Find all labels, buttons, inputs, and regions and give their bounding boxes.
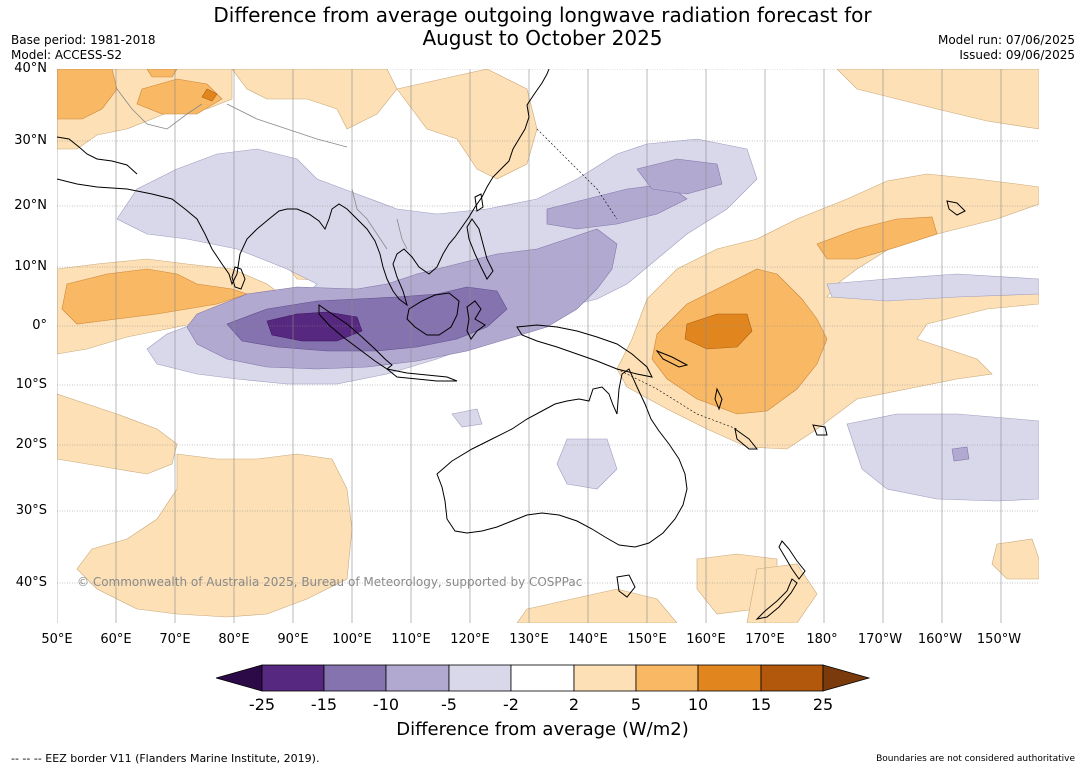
eez-borders (536, 128, 738, 430)
coast-new-zealand-south (755, 578, 798, 620)
colorbar-swatch (510, 664, 575, 692)
title-line-1: Difference from average outgoing longwav… (213, 3, 872, 27)
colorbar (214, 664, 871, 698)
lon-label: 50°E (41, 632, 73, 647)
copyright-notice: © Commonwealth of Australia 2025, Bureau… (77, 575, 583, 589)
colorbar-swatch (760, 664, 824, 692)
colorbar-swatch (448, 664, 512, 692)
country-borders (116, 88, 408, 250)
colorbar-tick: 15 (750, 695, 772, 714)
colorbar-extend-low (214, 664, 263, 692)
coast-new-guinea (516, 324, 653, 378)
coast-java (386, 368, 458, 382)
colorbar-tick: -2 (503, 695, 519, 714)
map-panel (57, 69, 1039, 623)
boundaries-disclaimer: Boundaries are not considered authoritat… (876, 754, 1075, 764)
colorbar-tick: -15 (310, 695, 338, 714)
colorbar-tick: -25 (248, 695, 276, 714)
colorbar-swatch (323, 664, 387, 692)
coast-vanuatu (714, 387, 723, 411)
eez-note: -- -- -- EEZ border V11 (Flanders Marine… (11, 752, 320, 765)
colorbar-swatch (261, 664, 325, 692)
lon-label: 90°E (277, 632, 309, 647)
coastlines (57, 69, 966, 620)
lon-label: 170°E (745, 632, 785, 647)
coast-new-zealand-north (778, 540, 806, 580)
lat-label: 0° (32, 318, 47, 333)
colorbar-tick: 10 (687, 695, 709, 714)
lat-label: 20°S (15, 437, 47, 452)
lat-label: 40°S (15, 575, 47, 590)
lat-label: 10°S (15, 377, 47, 392)
colorbar-extend-high (822, 664, 871, 692)
lon-label: 150°W (976, 632, 1022, 647)
colorbar-swatch (573, 664, 637, 692)
base-period: Base period: 1981-2018 (11, 33, 156, 47)
coast-sri-lanka (231, 266, 246, 290)
coast-sulawesi (466, 300, 486, 340)
lon-label: 130°E (509, 632, 549, 647)
lat-label: 10°N (14, 259, 47, 274)
coast-new-caledonia (734, 427, 759, 450)
lon-label: 80°E (218, 632, 250, 647)
coast-australia (436, 368, 688, 548)
anomaly-10-15-positive (201, 88, 753, 350)
lon-label: 160°E (686, 632, 726, 647)
lon-label: 140°E (568, 632, 608, 647)
coast-sumatra (318, 304, 393, 370)
lon-label: 110°E (391, 632, 431, 647)
colorbar-swatch (635, 664, 699, 692)
lon-label: 100°E (332, 632, 372, 647)
colorbar-tick: -5 (441, 695, 457, 714)
colorbar-tick: 5 (630, 695, 642, 714)
model-run: Model run: 07/06/2025 (937, 33, 1075, 47)
colorbar-tick: 2 (568, 695, 580, 714)
model-name: Model: ACCESS-S2 (11, 48, 123, 62)
lat-label: 30°S (15, 503, 47, 518)
lat-label: 30°N (14, 133, 47, 148)
lon-label: 180° (806, 632, 838, 647)
issued-date: Issued: 09/06/2025 (959, 48, 1075, 62)
lon-label: 170°W (857, 632, 903, 647)
colorbar-tick: -10 (372, 695, 400, 714)
colorbar-tick: 25 (812, 695, 834, 714)
coast-philippines (466, 218, 494, 280)
coast-taiwan (474, 193, 484, 212)
lon-label: 150°E (627, 632, 667, 647)
coast-asia-west (57, 136, 138, 175)
colorbar-swatch (385, 664, 450, 692)
graticule-vertical (57, 69, 1002, 623)
coast-solomon (655, 349, 689, 368)
colorbar-svg (214, 664, 871, 692)
coast-tasmania (616, 574, 636, 598)
lon-label: 70°E (159, 632, 191, 647)
lon-label: 120°E (450, 632, 490, 647)
coast-asia (57, 69, 550, 307)
coast-borneo (406, 292, 460, 336)
lat-label: 20°N (14, 198, 47, 213)
coast-hawaii (946, 200, 966, 216)
coast-fiji (812, 424, 828, 436)
lon-label: 60°E (100, 632, 132, 647)
map-title: Difference from average outgoing longwav… (0, 4, 1085, 50)
meta-left: Base period: 1981-2018 Model: ACCESS-S2 (11, 33, 156, 63)
lat-label: 40°N (14, 61, 47, 76)
map-canvas (57, 69, 1039, 623)
meta-right: Model run: 07/06/2025 Issued: 09/06/2025 (938, 33, 1075, 63)
title-line-2: August to October 2025 (422, 26, 663, 50)
colorbar-title: Difference from average (W/m2) (396, 719, 689, 740)
colorbar-swatch (697, 664, 762, 692)
anomaly-neg-15-25 (266, 311, 363, 342)
lon-label: 160°W (917, 632, 963, 647)
